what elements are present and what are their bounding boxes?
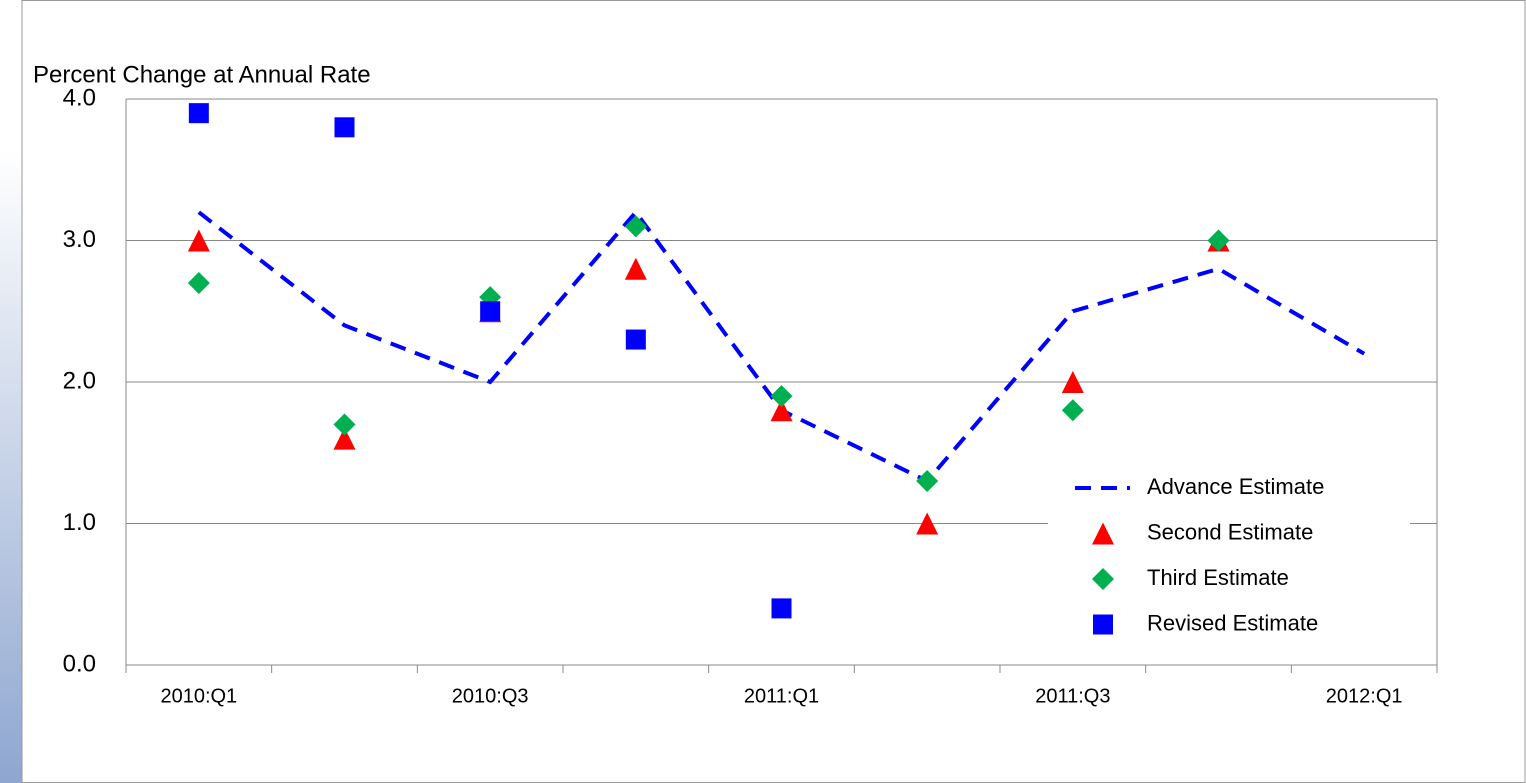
point [480, 301, 501, 322]
point [770, 385, 793, 408]
point [187, 271, 210, 294]
legend-symbol [1092, 568, 1114, 590]
point [916, 512, 939, 535]
legend-label: Second Estimate [1147, 519, 1313, 544]
background-strip [0, 150, 22, 783]
y-tick-label: 3.0 [63, 226, 96, 253]
point [1061, 399, 1084, 422]
point [1061, 371, 1084, 393]
point [333, 413, 356, 436]
y-tick-label: 1.0 [63, 509, 96, 536]
point [624, 215, 647, 238]
legend-label: Advance Estimate [1147, 474, 1324, 499]
point [770, 399, 793, 422]
point [187, 229, 210, 252]
point [624, 257, 647, 280]
legend-symbol [1092, 522, 1114, 545]
point [333, 427, 356, 450]
point [916, 470, 939, 493]
legend-label: Revised Estimate [1147, 610, 1318, 635]
x-tick-label: 2012:Q1 [1326, 685, 1403, 707]
y-tick-label: 2.0 [63, 367, 96, 394]
x-tick-label: 2011:Q3 [1035, 685, 1110, 707]
x-tick-label: 2010:Q3 [452, 685, 529, 707]
legend-label: Third Estimate [1147, 565, 1289, 590]
point [771, 598, 792, 619]
point [625, 329, 646, 350]
frame [21, 0, 1526, 783]
y-axis-label: Percent Change at Annual Rate [33, 61, 371, 88]
y-tick-label: 4.0 [63, 84, 96, 111]
x-tick-label: 2011:Q1 [744, 685, 819, 707]
x-tick-label: 2010:Q1 [160, 685, 237, 707]
point [188, 103, 209, 124]
point [334, 117, 355, 138]
legend-symbol [1093, 614, 1113, 635]
y-tick-label: 0.0 [63, 650, 96, 677]
point [1207, 229, 1230, 252]
